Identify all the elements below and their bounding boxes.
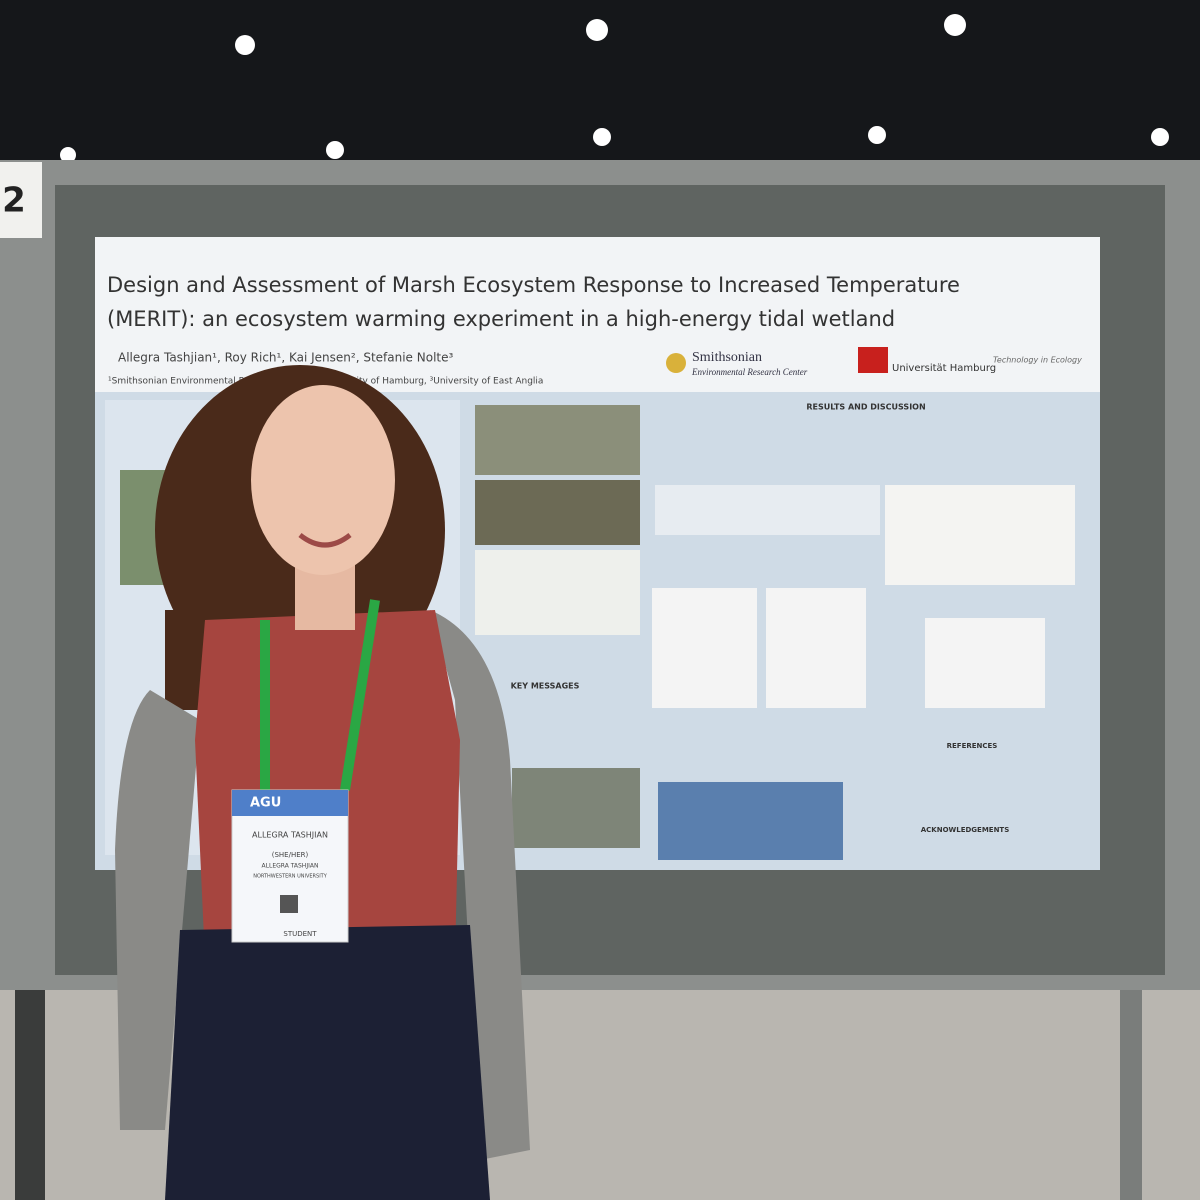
logo: Technology in Ecology: [993, 356, 1082, 365]
logo: Smithsonian: [692, 350, 762, 365]
badge-org: AGU: [250, 796, 281, 811]
badge-pronouns: (SHE/HER): [272, 851, 309, 859]
board-number: 2: [2, 181, 26, 221]
poster-section: KEY MESSAGES: [511, 682, 580, 691]
logo-icon: [666, 353, 686, 373]
poster-section: REFERENCES: [947, 742, 998, 750]
badge-full-name: ALLEGRA TASHJIAN: [262, 863, 319, 870]
ceiling-lights: [60, 14, 1169, 163]
board-number-card: [0, 162, 42, 238]
badge-qr: [280, 895, 298, 913]
badge-name: ALLEGRA TASHJIAN: [252, 831, 328, 840]
badge-header: [232, 790, 348, 816]
poster-title: (MERIT): an ecosystem warming experiment…: [107, 307, 895, 331]
person: [115, 365, 530, 1200]
logo-icon: [858, 347, 888, 373]
logo: Environmental Research Center: [691, 367, 808, 377]
logo: Universität Hamburg: [892, 363, 996, 374]
poster-authors: Allegra Tashjian¹, Roy Rich¹, Kai Jensen…: [118, 351, 453, 365]
poster-header: [95, 237, 1100, 392]
poster-title: Design and Assessment of Marsh Ecosystem…: [107, 273, 960, 297]
board-leg: [15, 990, 45, 1200]
board-leg: [1120, 990, 1142, 1200]
poster-section: ACKNOWLEDGEMENTS: [921, 826, 1010, 834]
badge-type: STUDENT: [283, 930, 317, 938]
poster-section: RESULTS AND DISCUSSION: [806, 403, 925, 412]
badge-affiliation: NORTHWESTERN UNIVERSITY: [253, 874, 328, 880]
